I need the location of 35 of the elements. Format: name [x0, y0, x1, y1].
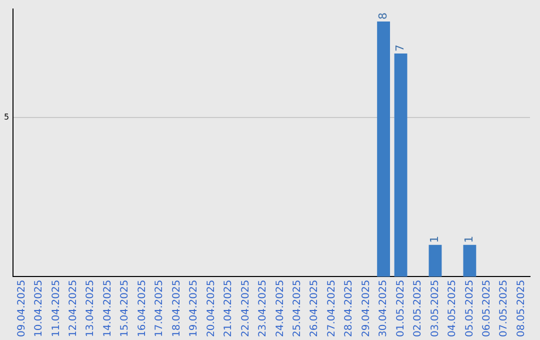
x-tick-label: 02.05.2025: [412, 280, 424, 338]
x-tick-label: 27.04.2025: [326, 280, 338, 338]
x-tick-label: 17.04.2025: [154, 280, 166, 338]
data-label: 1: [428, 236, 442, 243]
x-tick-label: 19.04.2025: [188, 280, 200, 338]
x-tick-label: 09.04.2025: [16, 280, 28, 338]
x-tick-label: 14.04.2025: [102, 280, 114, 338]
x-tick-label: 23.04.2025: [258, 280, 269, 338]
x-tick-label: 30.04.2025: [378, 280, 390, 338]
x-tick-label: 21.04.2025: [223, 280, 234, 338]
x-tick-label: 26.04.2025: [309, 280, 320, 338]
x-tick-label: 04.05.2025: [447, 280, 458, 338]
x-tick-label: 06.05.2025: [482, 280, 493, 338]
x-tick-label: 12.04.2025: [68, 280, 79, 338]
data-label: 1: [462, 236, 476, 243]
y-tick-label: 5: [4, 112, 10, 122]
x-tick-label: 10.04.2025: [34, 280, 45, 338]
x-tick-label: 03.05.2025: [430, 280, 441, 338]
x-tick-label: 28.04.2025: [344, 280, 355, 338]
x-tick-label: 16.04.2025: [136, 280, 148, 338]
x-tick-label: 29.04.2025: [360, 280, 372, 338]
x-tick-label: 11.04.2025: [50, 280, 62, 338]
x-tick-label: 01.05.2025: [395, 280, 406, 338]
x-tick-label: 15.04.2025: [120, 280, 131, 338]
x-tick-label: 13.04.2025: [85, 280, 96, 338]
x-tick-label: 05.05.2025: [464, 280, 476, 338]
data-label: 8: [376, 12, 390, 20]
data-label: 7: [394, 44, 407, 52]
x-tick-label: 08.05.2025: [516, 280, 527, 338]
x-tick-label: 07.05.2025: [498, 280, 510, 338]
x-tick-label: 20.04.2025: [206, 280, 217, 338]
x-tick-label: 25.04.2025: [292, 280, 303, 338]
x-tick-label: 22.04.2025: [240, 280, 252, 338]
x-tick-label: 18.04.2025: [171, 280, 182, 338]
x-tick-label: 24.04.2025: [274, 280, 286, 338]
